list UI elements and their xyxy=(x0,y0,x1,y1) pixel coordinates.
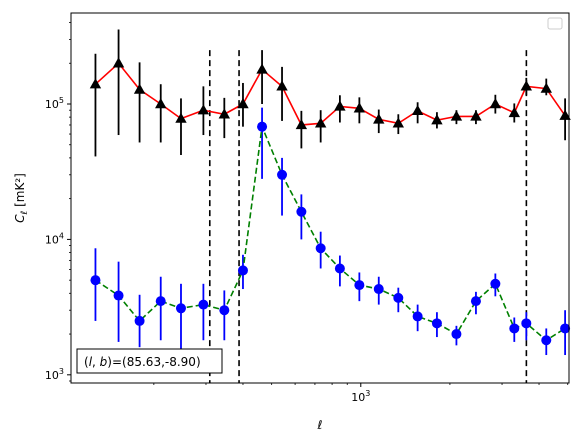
series-1-point-9 xyxy=(277,169,288,180)
series-1-point-21 xyxy=(509,323,520,334)
series-1-point-14 xyxy=(373,284,384,295)
series-1-point-5 xyxy=(198,299,209,310)
series-1-point-11 xyxy=(315,243,326,254)
series-1-point-3 xyxy=(155,296,166,307)
series-layer xyxy=(89,29,571,356)
series-0-point-16 xyxy=(411,104,424,116)
series-0-point-8 xyxy=(256,63,268,74)
series-0-point-7 xyxy=(237,98,249,109)
series-0-point-24 xyxy=(559,109,571,120)
annotation-text: (l, b)=(85.63,-8.90) xyxy=(84,355,201,369)
series-0-point-23 xyxy=(540,82,552,93)
series-1 xyxy=(90,107,571,356)
series-0-point-0 xyxy=(89,78,102,89)
series-1-point-12 xyxy=(334,263,345,274)
series-0-point-5 xyxy=(197,104,210,115)
series-1-point-10 xyxy=(296,206,307,217)
series-0-point-18 xyxy=(450,110,463,121)
series-0-point-12 xyxy=(334,100,346,111)
series-0-point-1 xyxy=(112,57,125,68)
series-0-point-4 xyxy=(175,112,187,123)
series-0-point-10 xyxy=(295,118,308,130)
series-0-point-15 xyxy=(392,117,405,128)
series-1-point-18 xyxy=(451,329,462,340)
series-0-point-20 xyxy=(489,98,502,109)
series-1-point-23 xyxy=(541,335,552,346)
series-1-point-8 xyxy=(257,121,268,132)
series-1-point-6 xyxy=(219,305,230,316)
series-1-point-7 xyxy=(237,265,248,276)
series-0-point-13 xyxy=(353,102,366,113)
series-0-point-9 xyxy=(276,80,288,91)
series-1-point-0 xyxy=(90,275,101,286)
series-0-point-17 xyxy=(431,114,443,125)
series-1-point-4 xyxy=(175,303,186,314)
series-1-point-1 xyxy=(113,290,124,301)
annotation-box: (l, b)=(85.63,-8.90) xyxy=(76,348,223,374)
series-1-point-22 xyxy=(521,318,532,329)
series-0-point-19 xyxy=(470,110,482,121)
series-0-point-14 xyxy=(373,113,385,124)
series-1-point-17 xyxy=(431,318,442,329)
series-0 xyxy=(89,29,571,157)
series-0-point-3 xyxy=(155,98,167,109)
series-1-point-19 xyxy=(470,296,481,307)
series-0-point-21 xyxy=(508,106,520,118)
series-0-point-6 xyxy=(218,108,231,119)
y-axis-label: Cℓ [mK²] xyxy=(13,173,30,223)
series-1-point-24 xyxy=(560,323,571,334)
series-1-point-16 xyxy=(412,311,423,322)
plot-frame xyxy=(70,12,570,384)
series-1-point-13 xyxy=(354,280,365,291)
series-0-point-11 xyxy=(314,117,327,128)
series-1-point-2 xyxy=(134,315,145,326)
series-1-point-20 xyxy=(490,278,501,289)
x-axis-label: ℓ xyxy=(317,418,323,432)
series-0-point-22 xyxy=(520,80,532,91)
series-0-point-2 xyxy=(133,83,146,94)
legend-box xyxy=(547,17,563,30)
series-1-point-15 xyxy=(393,292,404,303)
